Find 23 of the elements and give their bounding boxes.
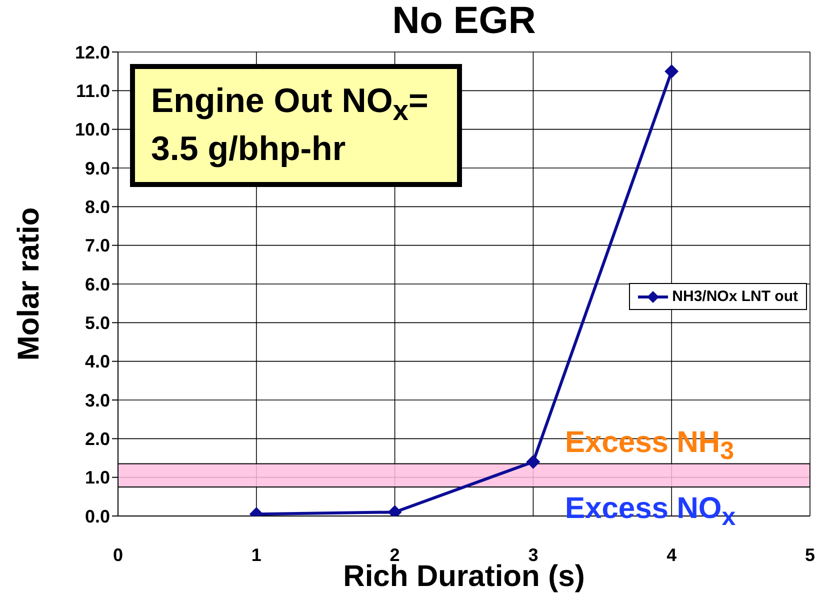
y-tick-label: 5.0 <box>84 313 110 334</box>
y-tick-label: 2.0 <box>84 429 110 450</box>
x-tick-label: 5 <box>804 544 816 565</box>
y-axis-title: Molar ratio <box>12 207 46 361</box>
y-tick-label: 9.0 <box>84 158 110 178</box>
y-tick-label: 11.0 <box>76 81 110 102</box>
y-tick-label: 6.0 <box>84 274 110 294</box>
point <box>664 64 679 78</box>
y-tick-label: 7.0 <box>84 236 110 256</box>
x-tick-label: 1 <box>251 544 262 565</box>
legend-label: NH3/NOx LNT out <box>672 288 798 305</box>
y-tick-label: 0.0 <box>84 506 110 526</box>
x-tick-label: 4 <box>666 544 677 565</box>
y-tick-label: 12.0 <box>74 42 110 62</box>
y-tick-label: 1.0 <box>84 468 110 488</box>
note-box: Engine Out NO$_{x}$= 3.5 g/bhp-hr <box>130 64 462 187</box>
chart-title: No EGR <box>391 0 537 43</box>
y-tick-label: 10.0 <box>74 120 110 140</box>
y-tick-label: 3.0 <box>84 390 110 410</box>
y-tick-label: 4.0 <box>84 352 110 372</box>
point <box>526 454 540 469</box>
y-tick-label: 8.0 <box>84 197 110 218</box>
x-tick-label: 0 <box>112 544 124 565</box>
